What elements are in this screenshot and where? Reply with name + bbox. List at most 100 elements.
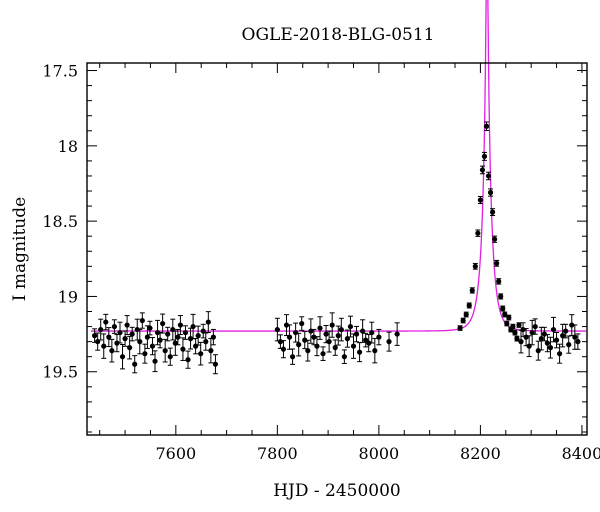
data-point (299, 316, 305, 331)
data-marker (305, 348, 311, 354)
data-marker (98, 326, 104, 333)
data-marker (103, 319, 109, 325)
data-point (356, 342, 363, 363)
data-marker (119, 354, 126, 360)
data-point (190, 313, 196, 340)
data-marker (472, 263, 478, 269)
data-marker (187, 336, 194, 342)
data-point (203, 332, 209, 351)
model-curve-layer (91, 0, 586, 332)
data-point (463, 311, 469, 318)
data-point (103, 313, 109, 331)
data-marker (566, 342, 572, 348)
data-point (487, 188, 494, 197)
data-point (347, 315, 354, 338)
data-point (286, 324, 293, 350)
data-marker (277, 339, 284, 345)
data-point (152, 350, 158, 373)
data-point (341, 349, 347, 364)
data-marker (550, 326, 557, 333)
data-marker (182, 329, 189, 336)
data-point (544, 334, 551, 353)
data-point (314, 336, 320, 357)
data-marker (498, 293, 504, 300)
data-marker (286, 334, 293, 340)
data-point (119, 343, 126, 370)
data-marker (457, 325, 463, 331)
y-tick-label: 19 (58, 287, 78, 306)
data-point (529, 319, 535, 346)
data-point (98, 318, 104, 341)
data-point (147, 320, 153, 336)
data-point (481, 151, 488, 161)
data-point (320, 346, 326, 361)
data-point (394, 322, 400, 346)
data-point (101, 333, 107, 359)
data-marker (481, 153, 488, 159)
data-marker (317, 325, 323, 331)
data-marker (535, 348, 541, 354)
data-point (360, 319, 366, 343)
y-axis-label: I magnitude (10, 197, 30, 301)
data-marker (114, 340, 120, 346)
data-marker (109, 348, 115, 354)
data-point (457, 325, 463, 331)
data-marker (212, 361, 219, 367)
data-marker (329, 322, 335, 328)
data-point (553, 331, 560, 349)
data-point (569, 314, 575, 336)
y-tick-label: 18 (58, 137, 78, 156)
data-marker (475, 230, 481, 236)
data-points-layer (92, 121, 581, 375)
data-marker (494, 260, 500, 266)
data-point (329, 312, 335, 338)
data-point (506, 314, 512, 321)
data-point (308, 318, 314, 344)
data-marker (157, 337, 163, 343)
data-marker (147, 325, 153, 331)
data-point (165, 326, 171, 342)
data-marker (134, 326, 140, 333)
data-point (277, 334, 284, 349)
data-marker (180, 346, 186, 352)
data-point (111, 319, 118, 334)
data-point (280, 340, 287, 359)
data-marker (106, 334, 112, 340)
data-marker (538, 336, 544, 342)
data-marker (360, 328, 366, 334)
data-marker (563, 328, 569, 334)
data-marker (154, 329, 161, 336)
data-point (185, 350, 191, 369)
plot-frame (86, 62, 588, 436)
data-marker (512, 329, 518, 336)
data-point (142, 343, 148, 364)
data-marker (185, 357, 191, 363)
data-point (498, 293, 504, 300)
data-marker (162, 348, 168, 354)
data-point (311, 328, 317, 346)
data-marker (369, 329, 375, 336)
data-point (538, 326, 544, 351)
data-marker (353, 331, 360, 337)
data-marker (190, 323, 196, 330)
data-point (162, 338, 168, 363)
x-axis-label: HJD - 2450000 (273, 481, 401, 501)
data-point (182, 325, 189, 340)
data-point (193, 337, 199, 355)
data-marker (575, 339, 581, 345)
data-marker (122, 336, 128, 342)
data-marker (177, 322, 184, 328)
data-point (338, 317, 344, 342)
data-marker (466, 302, 472, 309)
data-point (489, 208, 496, 217)
data-marker (289, 354, 296, 360)
data-marker (152, 358, 158, 364)
data-point (210, 328, 216, 346)
data-point (109, 338, 115, 363)
data-marker (556, 351, 563, 357)
data-point (466, 302, 472, 309)
data-marker (338, 326, 344, 333)
data-point (344, 329, 351, 348)
data-marker (92, 332, 98, 339)
data-marker (198, 351, 204, 357)
